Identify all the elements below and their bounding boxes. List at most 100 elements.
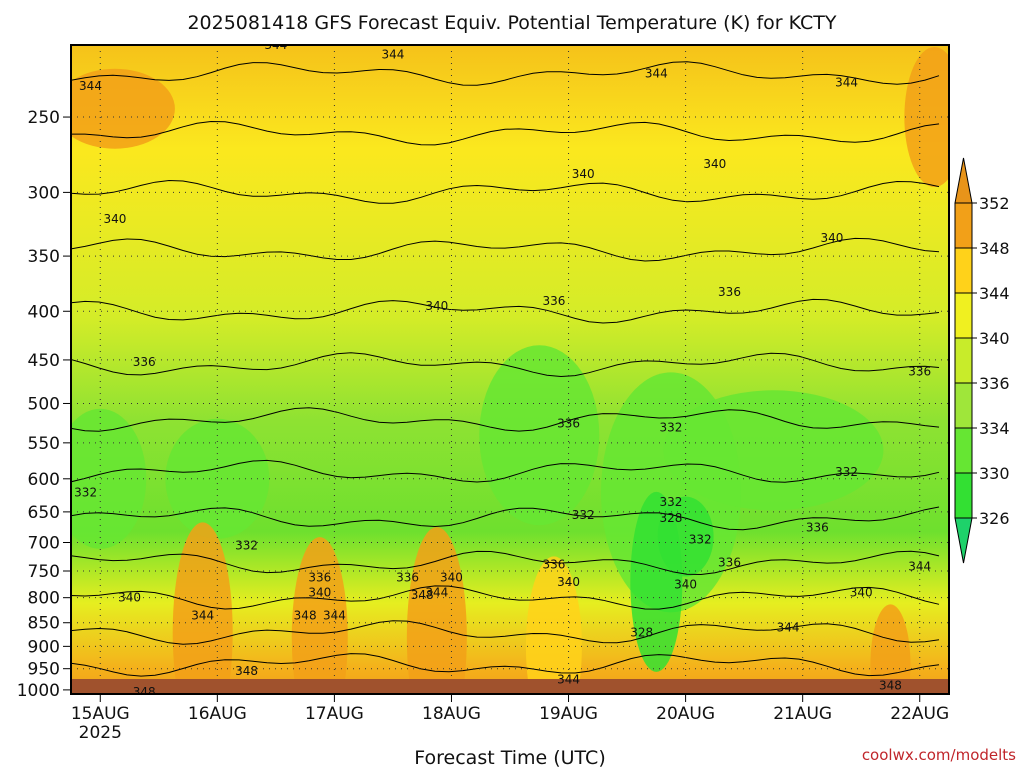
field-blob <box>479 345 600 526</box>
contour-label: 344 <box>645 67 668 81</box>
field-blob <box>406 527 467 694</box>
contour-label: 344 <box>425 585 448 599</box>
field-blob <box>165 418 270 539</box>
y-tick-label: 250 <box>28 108 60 128</box>
contour-line <box>71 459 940 483</box>
contour-label: 336 <box>542 294 565 308</box>
colorbar-label: 330 <box>979 464 1010 483</box>
contour-label: 340 <box>425 299 448 313</box>
contour-label: 336 <box>396 571 419 585</box>
contour-label: 344 <box>908 560 931 574</box>
contour-label: 344 <box>777 621 800 635</box>
y-tick-label: 800 <box>28 589 60 609</box>
plot-frame <box>70 44 950 695</box>
contour-label: 336 <box>557 417 580 431</box>
contour-line <box>71 61 940 86</box>
contour-label: 344 <box>381 48 404 62</box>
colorbar-segment <box>954 472 973 519</box>
contour-line <box>71 653 940 677</box>
contour-label: 344 <box>191 608 214 622</box>
field-blob <box>525 556 582 694</box>
x-tick-label: 18AUG <box>422 704 481 724</box>
contour-label: 336 <box>133 355 156 369</box>
y-tick-label: 500 <box>28 394 60 414</box>
x-axis-label: Forecast Time (UTC) <box>414 747 605 768</box>
field-blob <box>657 496 714 577</box>
field-blob <box>663 390 884 511</box>
contour-label: 340 <box>440 571 463 585</box>
contour-line <box>71 352 940 378</box>
contour-label: 340 <box>103 212 126 226</box>
contour-line <box>71 550 940 576</box>
contour-label: 332 <box>74 485 97 499</box>
x-tick-label: 20AUG <box>656 704 715 724</box>
x-tick-label: 22AUG <box>890 704 949 724</box>
y-tick-label: 900 <box>28 637 60 657</box>
contour-label: 340 <box>572 167 595 181</box>
contour-label: 344 <box>79 79 102 93</box>
contour-line <box>71 298 940 324</box>
contour-line <box>71 620 940 645</box>
y-tick-label: 400 <box>28 302 60 322</box>
contour-label: 328 <box>630 625 653 639</box>
contour-label: 332 <box>689 533 712 547</box>
field-blob <box>71 408 147 549</box>
colorbar-extend-high <box>954 157 973 204</box>
field-blob <box>71 68 175 149</box>
x-tick-label: 16AUG <box>188 704 247 724</box>
contour-label: 340 <box>674 578 697 592</box>
contour-label: 336 <box>718 285 741 299</box>
contour-label: 332 <box>660 421 683 435</box>
colorbar-label: 340 <box>979 329 1010 348</box>
contour-label: 340 <box>703 157 726 171</box>
contour-label: 348 <box>235 664 258 678</box>
colorbar-label: 352 <box>979 194 1010 213</box>
credit-link[interactable]: coolwx.com/modelts <box>862 746 1016 764</box>
y-axis: 250 300 350 400 450 500 550 600 650 700 750 800 850 9… <box>17 108 71 701</box>
colorbar-label: 326 <box>979 509 1010 528</box>
colorbar-segment <box>954 382 973 429</box>
colorbar-label: 344 <box>979 284 1010 303</box>
field-blob <box>291 537 348 694</box>
y-tick-label: 700 <box>28 534 60 554</box>
y-tick-label: 550 <box>28 434 60 454</box>
colorbar-label: 348 <box>979 239 1010 258</box>
contour-label: 336 <box>908 365 931 379</box>
y-tick-label: 300 <box>28 183 60 203</box>
contour-line <box>71 120 940 146</box>
surface-band <box>71 679 949 694</box>
y-tick-label: 850 <box>28 614 60 634</box>
contour-label: 332 <box>235 538 258 552</box>
colorbar-segment <box>954 202 973 249</box>
x-tick-label: 19AUG <box>539 704 598 724</box>
y-tick-label: 950 <box>28 660 60 680</box>
contour-label: 336 <box>806 520 829 534</box>
colorbar-label: 334 <box>979 419 1010 438</box>
contour-label: 336 <box>308 571 331 585</box>
x-tick-year: 2025 <box>79 723 122 743</box>
colorbar-segment <box>954 247 973 294</box>
contour-label: 344 <box>835 76 858 90</box>
x-tick-label: 17AUG <box>305 704 364 724</box>
contour-label: 344 <box>323 608 346 622</box>
colorbar: 326 330 334 336 340 344 348 352 <box>954 157 1010 564</box>
contour-label: 340 <box>557 575 580 589</box>
x-tick-label: 21AUG <box>773 704 832 724</box>
colorbar-segment <box>954 337 973 384</box>
y-tick-label: 1000 <box>17 681 60 701</box>
contour-lines <box>71 61 940 677</box>
contour-label: 340 <box>820 231 843 245</box>
contour-line <box>71 237 940 262</box>
y-tick-label: 600 <box>28 470 60 490</box>
contour-label: 344 <box>557 672 580 686</box>
contour-label: 348 <box>294 608 317 622</box>
contour-line <box>71 407 940 432</box>
y-tick-label: 750 <box>28 562 60 582</box>
contour-label: 332 <box>572 508 595 522</box>
y-tick-label: 350 <box>28 247 60 267</box>
contour-label: 332 <box>660 495 683 509</box>
